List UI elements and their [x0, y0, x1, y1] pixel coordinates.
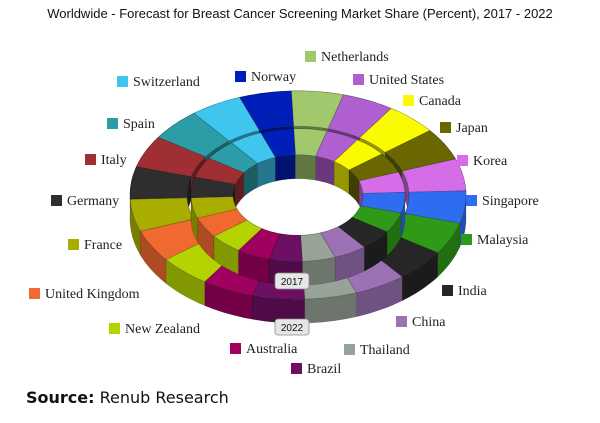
- legend-swatch: [403, 95, 414, 106]
- source-note: Source: Renub Research: [26, 388, 229, 407]
- legend-item-italy: Italy: [85, 153, 127, 168]
- legend-swatch: [235, 71, 246, 82]
- legend-item-thailand: Thailand: [344, 343, 410, 358]
- legend-label: Brazil: [307, 362, 341, 377]
- legend-label: Malaysia: [477, 233, 529, 248]
- legend-swatch: [344, 344, 355, 355]
- legend-item-united-states: United States: [353, 73, 444, 88]
- ring-layer: [129, 90, 467, 324]
- legend-label: Australia: [246, 342, 298, 357]
- legend-item-norway: Norway: [235, 70, 296, 85]
- legend-label: Canada: [419, 94, 462, 109]
- slice-side-united-states: [315, 155, 335, 186]
- slice-side-japan: [348, 169, 360, 206]
- slice-side-norway: [275, 154, 296, 182]
- legend-swatch: [457, 155, 468, 166]
- legend-label: Spain: [123, 117, 155, 132]
- legend-swatch: [109, 323, 120, 334]
- legend-item-new-zealand: New Zealand: [109, 322, 200, 337]
- legend-item-singapore: Singapore: [466, 194, 539, 209]
- ring-2022: [190, 128, 406, 286]
- legend-label: Netherlands: [321, 50, 389, 65]
- ring-label-text: 2017: [281, 277, 304, 288]
- legend-item-france: France: [68, 238, 122, 253]
- legend-label: India: [458, 284, 488, 299]
- legend-item-germany: Germany: [51, 194, 119, 209]
- legend-swatch: [117, 76, 128, 87]
- legend-label: Thailand: [360, 343, 410, 358]
- ring-label-2017: 2017: [274, 272, 310, 290]
- slice-side-netherlands: [295, 154, 316, 181]
- legend-swatch: [466, 195, 477, 206]
- legend-swatch: [29, 288, 40, 299]
- slice-2022-norway: [260, 128, 296, 158]
- slice-side-new-zealand: [165, 258, 206, 306]
- chart-title: Worldwide - Forecast for Breast Cancer S…: [47, 6, 553, 21]
- legend-label: Italy: [101, 153, 127, 168]
- slice-2017-norway: [239, 90, 294, 131]
- legend-item-switzerland: Switzerland: [117, 75, 200, 90]
- legend-item-korea: Korea: [457, 154, 508, 169]
- legend-swatch: [291, 363, 302, 374]
- legend-layer: Netherlands United States Canada Japan Korea…: [29, 50, 539, 377]
- legend-item-netherlands: Netherlands: [305, 50, 389, 65]
- legend-swatch: [461, 234, 472, 245]
- legend-item-brazil: Brazil: [291, 362, 341, 377]
- source-label: Source:: [26, 388, 95, 407]
- legend-item-canada: Canada: [403, 94, 462, 109]
- legend-item-australia: Australia: [230, 342, 298, 357]
- ring-label-layer: 2017 2022: [274, 272, 310, 336]
- legend-item-india: India: [442, 284, 488, 299]
- legend-swatch: [51, 195, 62, 206]
- legend-swatch: [230, 343, 241, 354]
- legend-swatch: [85, 154, 96, 165]
- legend-swatch: [442, 285, 453, 296]
- ring-label-2022: 2022: [274, 318, 310, 336]
- legend-item-spain: Spain: [107, 117, 155, 132]
- legend-item-japan: Japan: [440, 121, 488, 136]
- source-text: Renub Research: [94, 388, 229, 407]
- slice-side-united-kingdom: [197, 217, 215, 261]
- legend-label: United States: [369, 73, 444, 88]
- legend-label: Korea: [473, 154, 508, 169]
- legend-label: China: [412, 315, 446, 330]
- legend-item-malaysia: Malaysia: [461, 233, 529, 248]
- legend-label: New Zealand: [125, 322, 200, 337]
- legend-item-united-kingdom: United Kingdom: [29, 287, 140, 302]
- legend-swatch: [440, 122, 451, 133]
- legend-swatch: [353, 74, 364, 85]
- slice-side-canada: [333, 161, 350, 195]
- legend-label: France: [84, 238, 122, 253]
- legend-label: Japan: [456, 121, 488, 136]
- legend-label: Germany: [67, 194, 119, 209]
- legend-swatch: [68, 239, 79, 250]
- legend-label: Switzerland: [133, 75, 200, 90]
- legend-label: Norway: [251, 70, 296, 85]
- ring-label-text: 2022: [281, 323, 304, 334]
- legend-label: Singapore: [482, 194, 539, 209]
- slice-side-australia: [238, 249, 270, 284]
- legend-swatch: [396, 316, 407, 327]
- legend-item-china: China: [396, 315, 446, 330]
- legend-swatch: [107, 118, 118, 129]
- legend-swatch: [305, 51, 316, 62]
- legend-label: United Kingdom: [45, 287, 140, 302]
